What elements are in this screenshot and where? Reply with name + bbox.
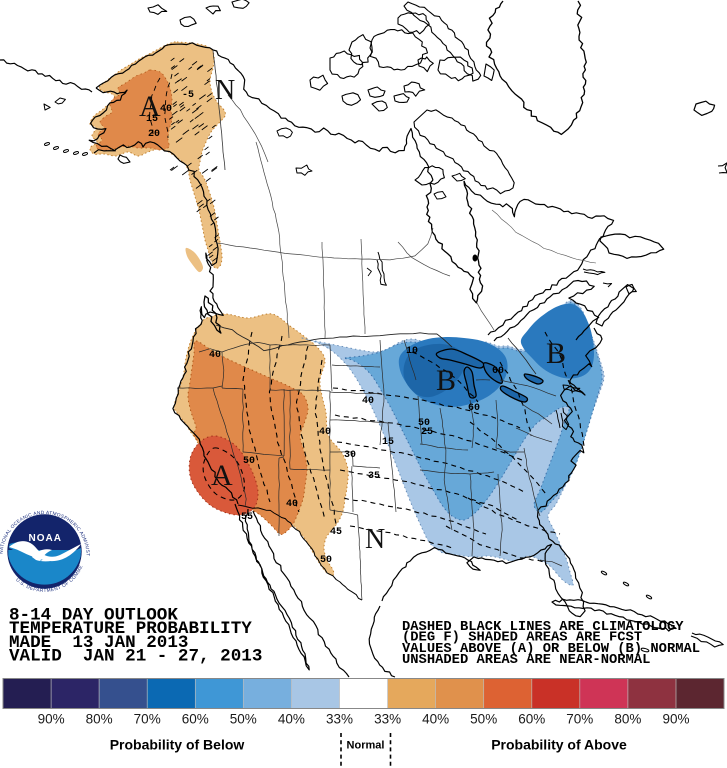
svg-text:A: A	[139, 90, 161, 123]
svg-text:15: 15	[146, 114, 158, 125]
svg-text:60%: 60%	[518, 712, 545, 727]
svg-text:40%: 40%	[278, 712, 305, 727]
svg-text:DASHED BLACK LINES ARE CLIMATO: DASHED BLACK LINES ARE CLIMATOLOGY	[402, 620, 684, 635]
svg-text:50: 50	[418, 418, 430, 429]
svg-text:-5: -5	[182, 90, 194, 101]
svg-text:50%: 50%	[230, 712, 257, 727]
svg-text:70%: 70%	[566, 712, 593, 727]
svg-text:25: 25	[421, 427, 433, 438]
svg-text:90%: 90%	[38, 712, 65, 727]
svg-text:40: 40	[209, 350, 221, 361]
svg-text:33%: 33%	[326, 712, 353, 727]
svg-text:NOAA: NOAA	[29, 533, 62, 544]
svg-text:N: N	[215, 75, 235, 106]
svg-text:40: 40	[160, 104, 172, 115]
svg-text:VALID JAN 21 - 27, 2013: VALID JAN 21 - 27, 2013	[9, 646, 262, 666]
svg-text:15: 15	[382, 437, 394, 448]
svg-text:MADE 13 JAN 2013: MADE 13 JAN 2013	[9, 633, 189, 653]
svg-text:55: 55	[241, 512, 253, 523]
svg-text:60%: 60%	[182, 712, 209, 727]
svg-text:40: 40	[362, 396, 374, 407]
svg-text:VALUES ABOVE (A) OR BELOW (B): VALUES ABOVE (A) OR BELOW (B) NORMAL	[402, 641, 700, 657]
svg-text:A: A	[211, 459, 233, 492]
svg-text:N: N	[365, 524, 385, 555]
svg-text:UNSHADED AREAS ARE NEAR-NORMAL: UNSHADED AREAS ARE NEAR-NORMAL	[402, 653, 650, 668]
svg-text:40: 40	[319, 427, 331, 438]
svg-text:B: B	[546, 337, 566, 370]
svg-text:10: 10	[406, 346, 418, 357]
svg-text:B: B	[436, 364, 456, 397]
svg-text:Probability of Above: Probability of Above	[491, 737, 627, 753]
svg-text:40%: 40%	[422, 712, 449, 727]
svg-text:8-14 DAY OUTLOOK: 8-14 DAY OUTLOOK	[9, 606, 178, 626]
svg-text:(DEG F) SHADED AREAS ARE FCST: (DEG F) SHADED AREAS ARE FCST	[402, 630, 642, 646]
svg-text:Normal: Normal	[347, 740, 385, 752]
svg-text:80%: 80%	[614, 712, 641, 727]
svg-text:60: 60	[468, 403, 480, 414]
svg-text:30: 30	[344, 450, 356, 461]
svg-text:50: 50	[320, 555, 332, 566]
svg-text:45: 45	[330, 527, 342, 538]
svg-text:80%: 80%	[86, 712, 113, 727]
svg-text:33%: 33%	[374, 712, 401, 727]
svg-text:50%: 50%	[470, 712, 497, 727]
svg-text:20: 20	[148, 129, 160, 140]
svg-text:TEMPERATURE PROBABILITY: TEMPERATURE PROBABILITY	[9, 619, 252, 639]
svg-text:90%: 90%	[662, 712, 689, 727]
svg-text:40: 40	[286, 499, 298, 510]
svg-text:Probability of Below: Probability of Below	[110, 737, 245, 753]
svg-text:35: 35	[368, 471, 380, 482]
svg-text:70%: 70%	[134, 712, 161, 727]
svg-text:60: 60	[492, 366, 504, 377]
svg-text:50: 50	[243, 456, 255, 467]
